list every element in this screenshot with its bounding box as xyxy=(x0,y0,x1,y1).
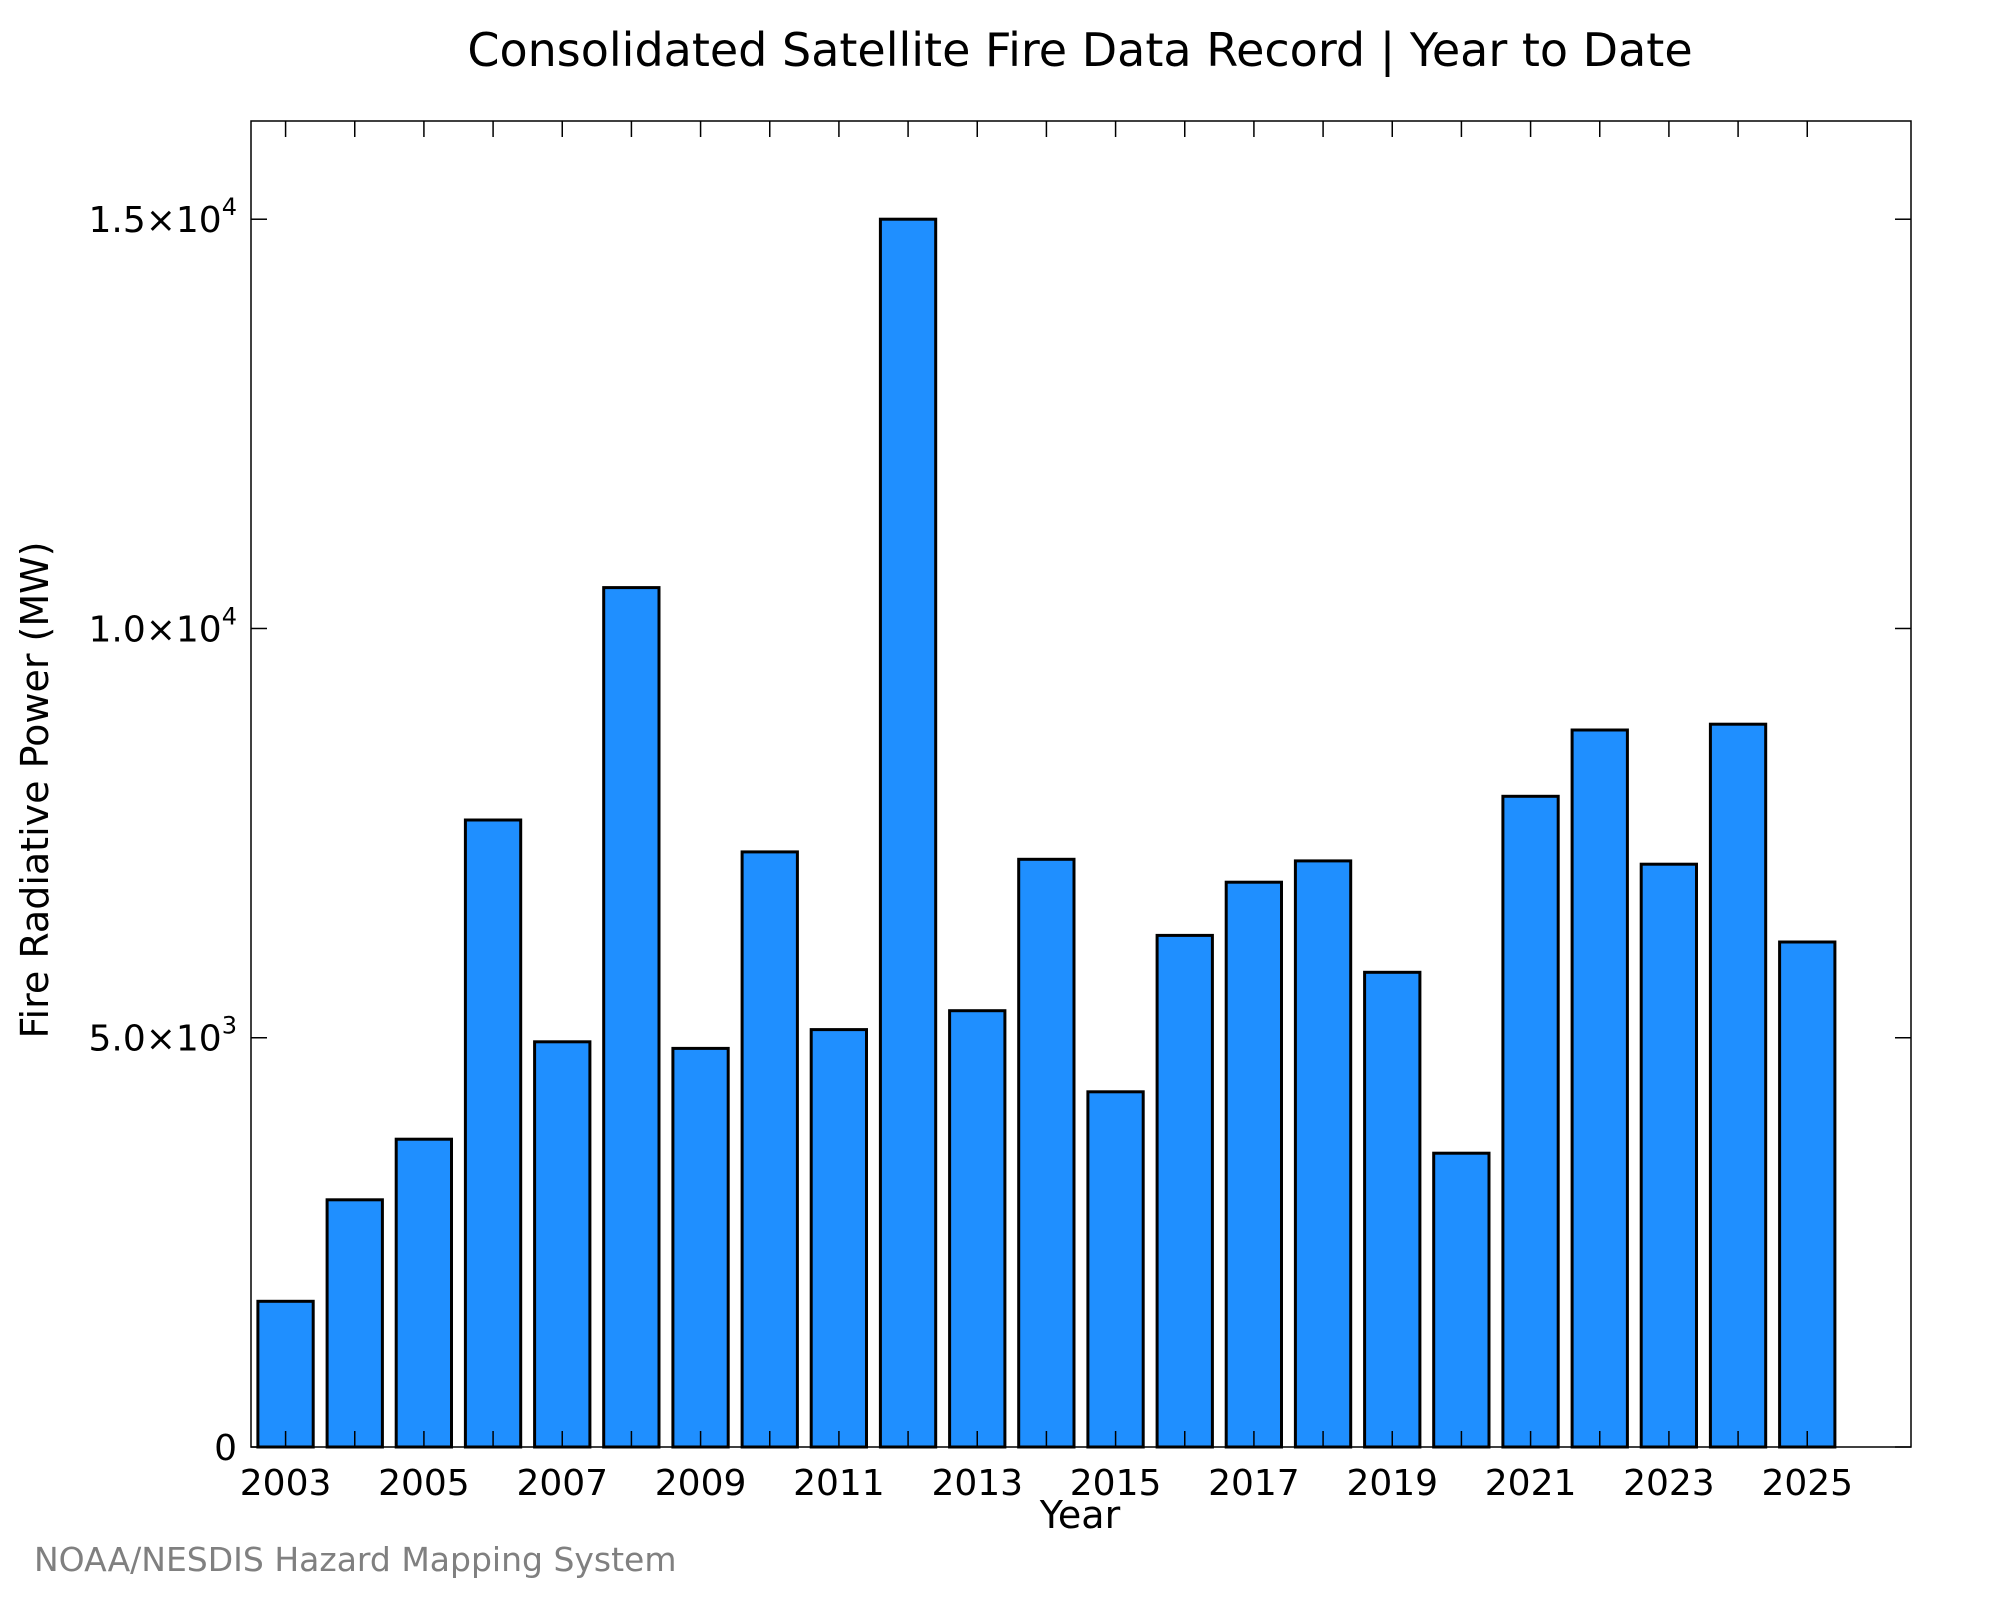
y-tick-label-10000: 1.0×104 xyxy=(88,602,237,650)
bar-2017 xyxy=(1224,880,1283,1449)
x-tick-label-2005: 2005 xyxy=(378,1463,470,1504)
bar-2007 xyxy=(533,1040,592,1449)
bar-2023 xyxy=(1639,862,1698,1449)
plot-frame xyxy=(250,120,1912,1448)
x-tick-label-2011: 2011 xyxy=(793,1463,885,1504)
bar-2019 xyxy=(1363,970,1422,1449)
plot-area: 2003 2005 2007 2009 2011 2013 2015 2017 2019 2021… xyxy=(88,120,1912,1504)
bar-2008 xyxy=(602,586,661,1449)
chart-title: Consolidated Satellite Fire Data Record … xyxy=(467,23,1692,78)
bar-2010 xyxy=(740,850,799,1449)
bar-2021 xyxy=(1501,794,1560,1449)
bar-2004 xyxy=(325,1198,384,1449)
x-tick-label-2021: 2021 xyxy=(1485,1463,1577,1504)
bar-2015 xyxy=(1086,1090,1145,1449)
x-axis-title: Year xyxy=(1039,1493,1121,1537)
x-tick-label-2023: 2023 xyxy=(1623,1463,1715,1504)
bar-2025 xyxy=(1778,940,1837,1449)
y-axis-title: Fire Radiative Power (MW) xyxy=(13,541,57,1038)
source-credit: NOAA/NESDIS Hazard Mapping System xyxy=(34,1540,677,1579)
x-tick-label-2003: 2003 xyxy=(240,1463,332,1504)
bar-2022 xyxy=(1570,728,1629,1449)
y-tick-label-0: 0 xyxy=(214,1428,237,1469)
y-tick-label-5000: 5.0×103 xyxy=(88,1012,237,1060)
bar-2011 xyxy=(809,1028,869,1449)
x-tick-label-2025: 2025 xyxy=(1761,1463,1853,1504)
bar-2024 xyxy=(1708,722,1768,1449)
bar-2014 xyxy=(1017,857,1076,1449)
bar-2003 xyxy=(256,1299,315,1449)
bar-2020 xyxy=(1432,1151,1491,1449)
bar-2006 xyxy=(463,818,523,1449)
bar-2009 xyxy=(671,1046,730,1449)
x-tick-label-2015: 2015 xyxy=(1070,1463,1162,1504)
bar-2013 xyxy=(948,1009,1007,1449)
bar-2016 xyxy=(1155,933,1214,1449)
y-tick-label-15000: 1.5×104 xyxy=(88,193,237,241)
x-tick-label-2009: 2009 xyxy=(655,1463,747,1504)
bar-2012 xyxy=(878,217,938,1449)
bar-2018 xyxy=(1293,859,1353,1449)
x-tick-label-2013: 2013 xyxy=(931,1463,1023,1504)
x-tick-label-2017: 2017 xyxy=(1208,1463,1300,1504)
x-tick-label-2019: 2019 xyxy=(1346,1463,1438,1504)
x-tick-label-2007: 2007 xyxy=(516,1463,608,1504)
bar-2005 xyxy=(394,1137,454,1449)
